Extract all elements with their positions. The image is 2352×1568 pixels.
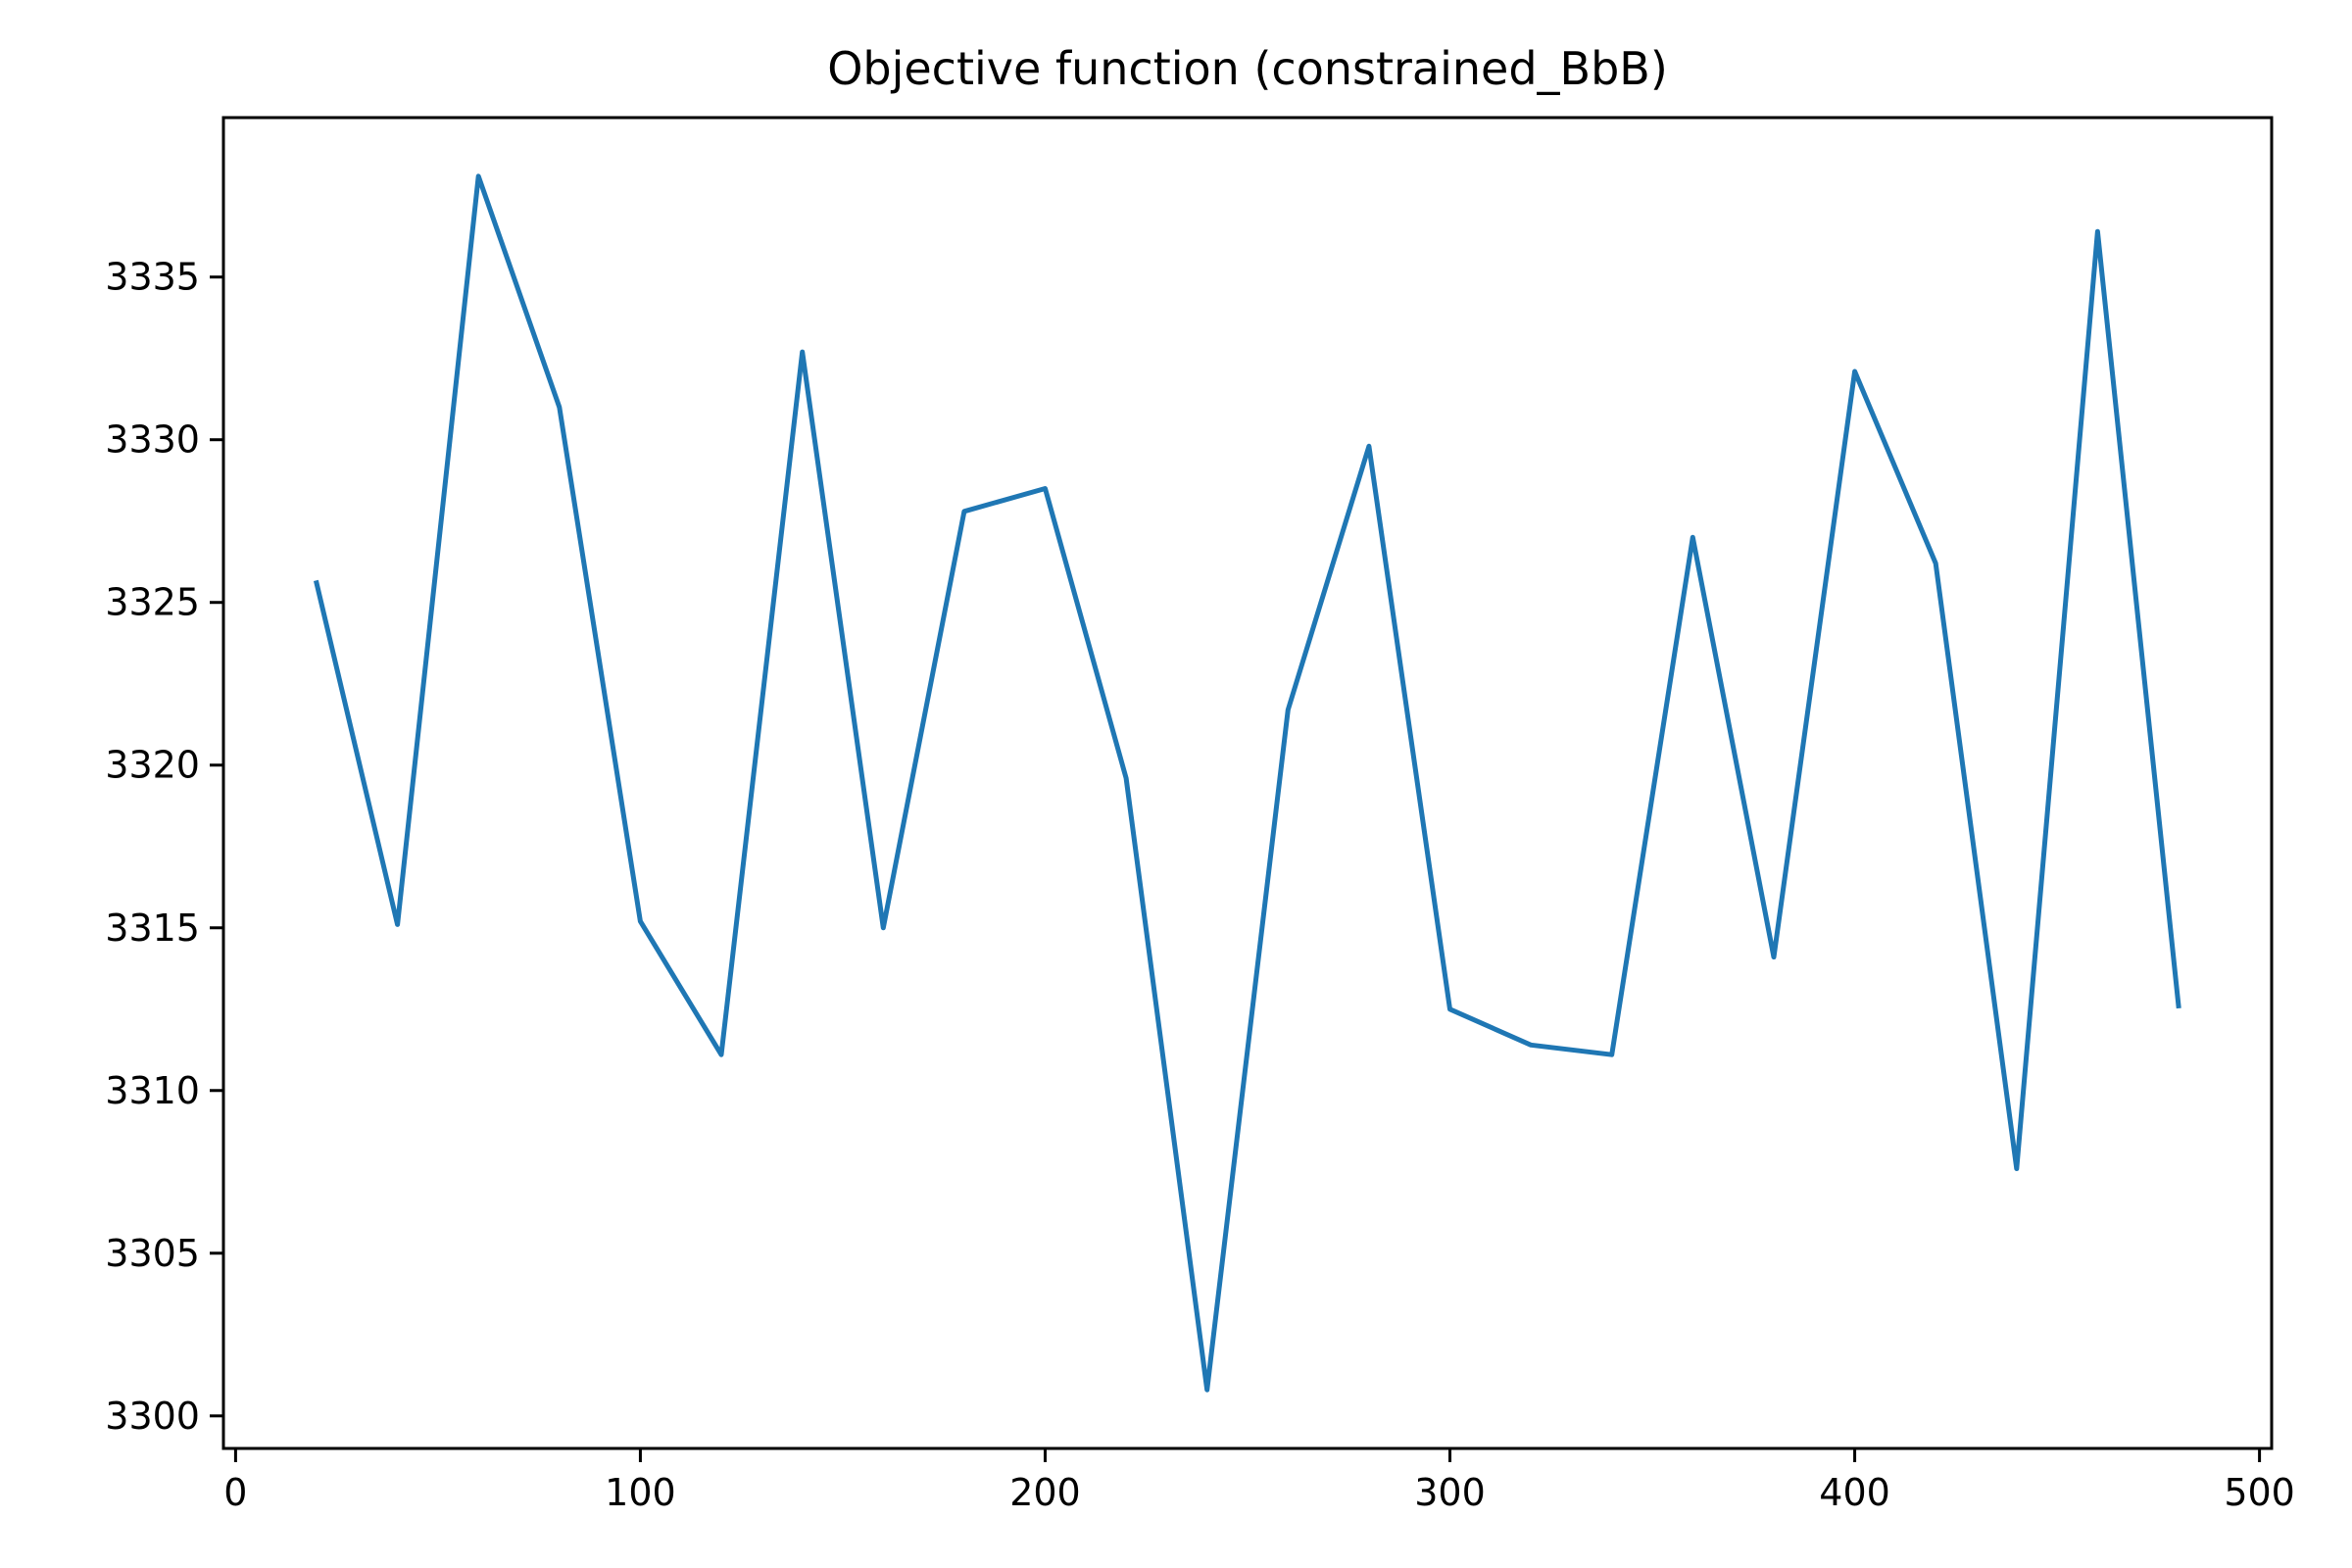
series-line xyxy=(313,173,2181,1393)
x-tick-label: 0 xyxy=(223,1471,247,1514)
y-axis: 3300 3305 3310 3315 3320 3325 3330 3335 xyxy=(105,256,223,1438)
plot-area xyxy=(313,173,2181,1393)
y-tick-label: 3335 xyxy=(105,256,200,299)
x-tick-label: 200 xyxy=(1009,1471,1081,1514)
y-tick-label: 3320 xyxy=(105,744,200,787)
y-tick-label: 3315 xyxy=(105,906,200,950)
y-tick-label: 3330 xyxy=(105,418,200,462)
axes-frame xyxy=(221,116,2274,1450)
y-tick-label: 3300 xyxy=(105,1395,200,1438)
x-tick-label: 400 xyxy=(1819,1471,1890,1514)
y-tick-label: 3325 xyxy=(105,581,200,624)
x-tick-label: 300 xyxy=(1414,1471,1486,1514)
x-tick-label: 500 xyxy=(2224,1471,2295,1514)
y-tick-label: 3310 xyxy=(105,1069,200,1112)
y-tick-label: 3305 xyxy=(105,1232,200,1275)
chart-title: Objective function (constrained_BbB) xyxy=(827,42,1668,95)
x-axis: 0 100 200 300 400 500 xyxy=(223,1448,2295,1514)
x-tick-label: 100 xyxy=(605,1471,676,1514)
